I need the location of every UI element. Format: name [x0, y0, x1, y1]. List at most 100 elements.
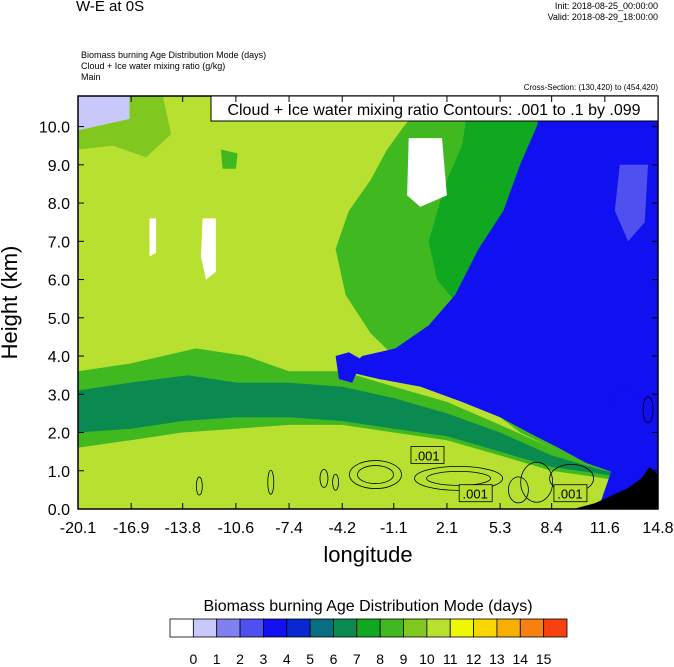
- contour-label: .001: [557, 487, 582, 502]
- colorbar-swatch: [449, 618, 474, 638]
- colorbar-swatch: [403, 618, 428, 638]
- plot-title: W-E at 0S: [76, 0, 145, 15]
- region-white-top: [407, 138, 447, 207]
- colorbar-tick-label: 10: [419, 651, 435, 667]
- colorbar-tick-label: 2: [236, 651, 244, 667]
- colorbar-swatch: [192, 618, 218, 638]
- colorbar-tick-label: 3: [260, 651, 268, 667]
- contour-ring: [195, 476, 203, 496]
- colorbar-tick-label: 5: [306, 651, 314, 667]
- field-line-2: Cloud + Ice water mixing ratio (g/kg): [81, 61, 226, 71]
- contour-ring: [414, 466, 503, 491]
- colorbar-tick-label: 4: [283, 651, 291, 667]
- cross-section-label: Cross-Section: (130,420) to (454,420): [523, 83, 658, 92]
- contour-ring: [508, 476, 529, 504]
- y-axis-label: Height (km): [0, 246, 22, 360]
- y-tick-label: 8.0: [48, 196, 70, 213]
- y-tick-label: 5.0: [48, 311, 70, 328]
- region-dark-green-band: [78, 375, 658, 487]
- colorbar-tick-label: 8: [376, 651, 384, 667]
- colorbar-tick-label: 12: [466, 651, 482, 667]
- colorbar-tick-label: 7: [353, 651, 361, 667]
- colorbar-swatch: [426, 618, 451, 638]
- x-tick-label: -7.4: [275, 520, 303, 537]
- contour-label: .001: [463, 487, 488, 502]
- colorbar-tick-label: 13: [489, 651, 505, 667]
- y-tick-label: 9.0: [48, 158, 70, 175]
- contour-ring: [332, 473, 339, 491]
- colorbar-swatch: [286, 618, 311, 638]
- valid-time: Valid: 2018-08-29_18:00:00: [547, 12, 658, 22]
- region-small-green-top: [220, 149, 238, 169]
- y-tick-label: 0.0: [48, 502, 70, 519]
- x-tick-label: -10.6: [218, 520, 255, 537]
- x-tick-label: 5.3: [489, 520, 511, 537]
- colorbar-swatch: [216, 618, 241, 638]
- colorbar-swatch: [519, 618, 545, 638]
- region-blue-upper-right: [614, 164, 648, 242]
- init-time: Init: 2018-08-25_00:00:00: [554, 1, 658, 11]
- contour-label: .001: [414, 448, 439, 463]
- y-tick-label: 4.0: [48, 349, 70, 366]
- contour-ring: [349, 460, 402, 489]
- region-yellow-bottom: [78, 428, 658, 509]
- x-tick-label: -20.1: [60, 520, 97, 537]
- contour-ring: [357, 465, 394, 484]
- field-line-3: Main: [81, 72, 101, 82]
- terrain: [573, 466, 658, 509]
- region-white-small: [149, 218, 157, 257]
- colorbar-swatch: [379, 618, 404, 638]
- colorbar-swatch: [169, 618, 194, 638]
- colorbar-tick-label: 15: [536, 651, 552, 667]
- y-tick-label: 7.0: [48, 234, 70, 251]
- y-tick-label: 10.0: [39, 120, 70, 137]
- x-tick-label: -1.1: [380, 520, 408, 537]
- contour-label-box: [458, 484, 493, 503]
- x-tick-label: -16.9: [113, 520, 150, 537]
- contour-ring: [426, 471, 491, 486]
- chart-title: Cloud + Ice water mixing ratio Contours:…: [227, 102, 640, 119]
- colorbar-tick-label: 9: [400, 651, 408, 667]
- colorbar: Biomass burning Age Distribution Mode (d…: [169, 598, 568, 667]
- colorbar-swatch: [496, 618, 521, 638]
- x-tick-label: -13.8: [164, 520, 201, 537]
- colorbar-swatch: [356, 618, 381, 638]
- colorbar-tick-label: 1: [213, 651, 221, 667]
- colorbar-label: Biomass burning Age Distribution Mode (d…: [203, 598, 532, 615]
- region-blue-right: [345, 96, 658, 490]
- x-tick-label: 11.6: [590, 520, 620, 537]
- colorbar-swatch: [309, 618, 334, 638]
- contour-ring: [520, 461, 554, 503]
- region-lavender-top-left: [78, 96, 130, 131]
- contour-lines: [195, 396, 654, 504]
- region-white-mid: [201, 218, 216, 280]
- contour-ring: [319, 469, 329, 488]
- colorbar-swatch: [263, 618, 288, 638]
- heatmap-field: [78, 96, 658, 509]
- x-tick-label: 14.8: [642, 520, 673, 537]
- colorbar-tick-label: 14: [513, 651, 529, 667]
- y-tick-label: 6.0: [48, 273, 70, 290]
- colorbar-swatch: [473, 618, 498, 638]
- contour-title-box: Cloud + Ice water mixing ratio Contours:…: [210, 95, 659, 122]
- colorbar-swatch: [543, 618, 568, 638]
- field-line-1: Biomass burning Age Distribution Mode (d…: [81, 50, 267, 60]
- contour-ring: [267, 469, 275, 495]
- contour-label-box: [553, 484, 588, 503]
- colorbar-tick-label: 0: [189, 651, 197, 667]
- contour-ring: [642, 396, 654, 423]
- y-tick-label: 1.0: [48, 464, 70, 481]
- contour-label-box: [410, 446, 445, 464]
- x-tick-label: 8.4: [541, 520, 563, 537]
- field-description: Biomass burning Age Distribution Mode (d…: [81, 50, 266, 83]
- colorbar-tick-label: 11: [443, 651, 458, 667]
- contour-title-bg: [210, 95, 659, 122]
- colorbar-swatch: [333, 618, 358, 638]
- colorbar-swatch: [239, 618, 264, 638]
- region-blue-patch: [335, 352, 363, 383]
- y-tick-label: 2.0: [48, 426, 70, 443]
- y-tick-label: 3.0: [48, 387, 70, 404]
- colorbar-tick-label: 6: [330, 651, 338, 667]
